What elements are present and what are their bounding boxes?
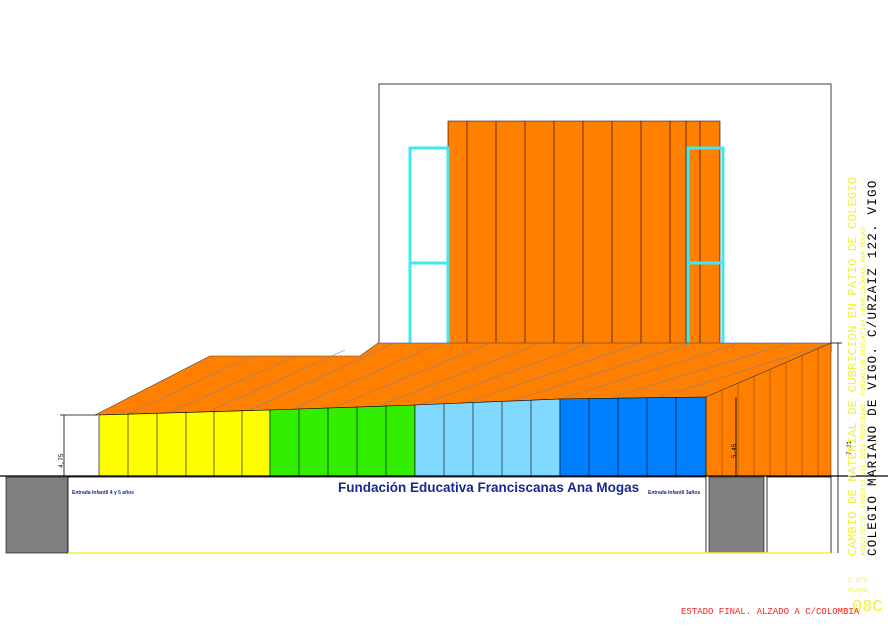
- plano-label: PLANO: [848, 588, 869, 594]
- white-banner-wall: [67, 476, 707, 554]
- title-block-line3: COLEGIO MARIANO DE VIGO. C/URZAIZ 122. V…: [866, 179, 880, 556]
- grey-wall-middle: [708, 476, 765, 554]
- yellow-panels: [98, 409, 271, 477]
- drawing-caption: ESTADO FINAL. ALZADO A C/COLOMBIA: [681, 607, 860, 617]
- dimension-middle-value: 5,45: [731, 443, 738, 458]
- gate-opening: [766, 476, 832, 554]
- sloped-roof: [94, 342, 832, 416]
- banner-label-right: Entrada Infantil 3años: [648, 490, 701, 496]
- dimension-right: [831, 342, 842, 553]
- banner-title: Fundación Educativa Franciscanas Ana Mog…: [338, 480, 640, 495]
- tall-roof-panel: [447, 120, 721, 357]
- blue-panels: [559, 396, 707, 477]
- plano-number: 08C: [852, 598, 883, 617]
- steel-frame-left: [408, 146, 450, 356]
- dimension-left-value: 4,75: [58, 453, 65, 468]
- banner-label-left: Entrada Infantil 4 y 5 años: [72, 490, 134, 496]
- scale-label: E: 1/75: [848, 578, 868, 584]
- street-wall: [0, 475, 888, 554]
- grey-wall-left: [5, 476, 69, 554]
- light-blue-panels: [414, 398, 561, 477]
- dimension-left: [60, 414, 97, 477]
- green-panels: [269, 404, 416, 477]
- title-block-line1: CAMBIO DE MATERIAL DE CUBRICION EN PATIO…: [846, 176, 860, 556]
